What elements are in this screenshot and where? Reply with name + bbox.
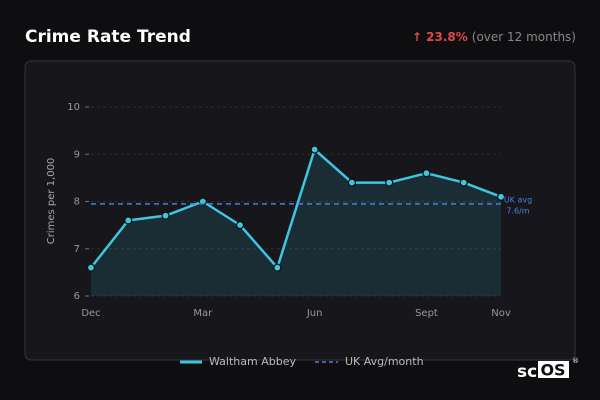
point [235,221,245,230]
brand-mark: ® [572,357,579,365]
point [459,178,468,187]
brand-box [538,361,569,378]
change-note: (over 12 months) [472,30,576,44]
y-tick-label: 6 [74,291,80,302]
chart-card [24,60,576,361]
line [90,148,502,269]
brand-left: sc [517,362,537,382]
point [310,145,319,154]
x-tick-label: Nov [491,308,511,319]
chart-title: Crime Rate Trend [25,27,191,47]
legend-label: UK Avg/month [345,355,424,368]
point [422,169,431,178]
x-tick-label: Sept [415,308,438,319]
point [496,192,506,201]
legend-label: Waltham Abbey [209,355,296,368]
y-tick-label: 9 [74,149,80,160]
reference-label: UK avg [504,195,532,204]
y-tick-label: 8 [74,197,80,208]
change-value: ↑ 23.8% [412,30,468,44]
point [161,211,170,220]
point [124,216,133,225]
x-tick-label: Jun [306,308,323,319]
y-tick-label: 7 [74,244,80,255]
point [385,178,394,187]
point [273,263,282,272]
x-tick-label: Dec [81,308,100,319]
point [86,263,96,272]
reference-label: 7.6/m [506,206,529,215]
area [91,149,501,296]
x-tick-label: Mar [193,308,213,319]
change-summary: ↑ 23.8% (over 12 months) [412,30,576,44]
brand-boxed: OS [540,361,565,380]
point [347,178,357,187]
y-tick-label: 10 [67,102,80,113]
y-axis-label: Crimes per 1,000 [46,158,57,245]
